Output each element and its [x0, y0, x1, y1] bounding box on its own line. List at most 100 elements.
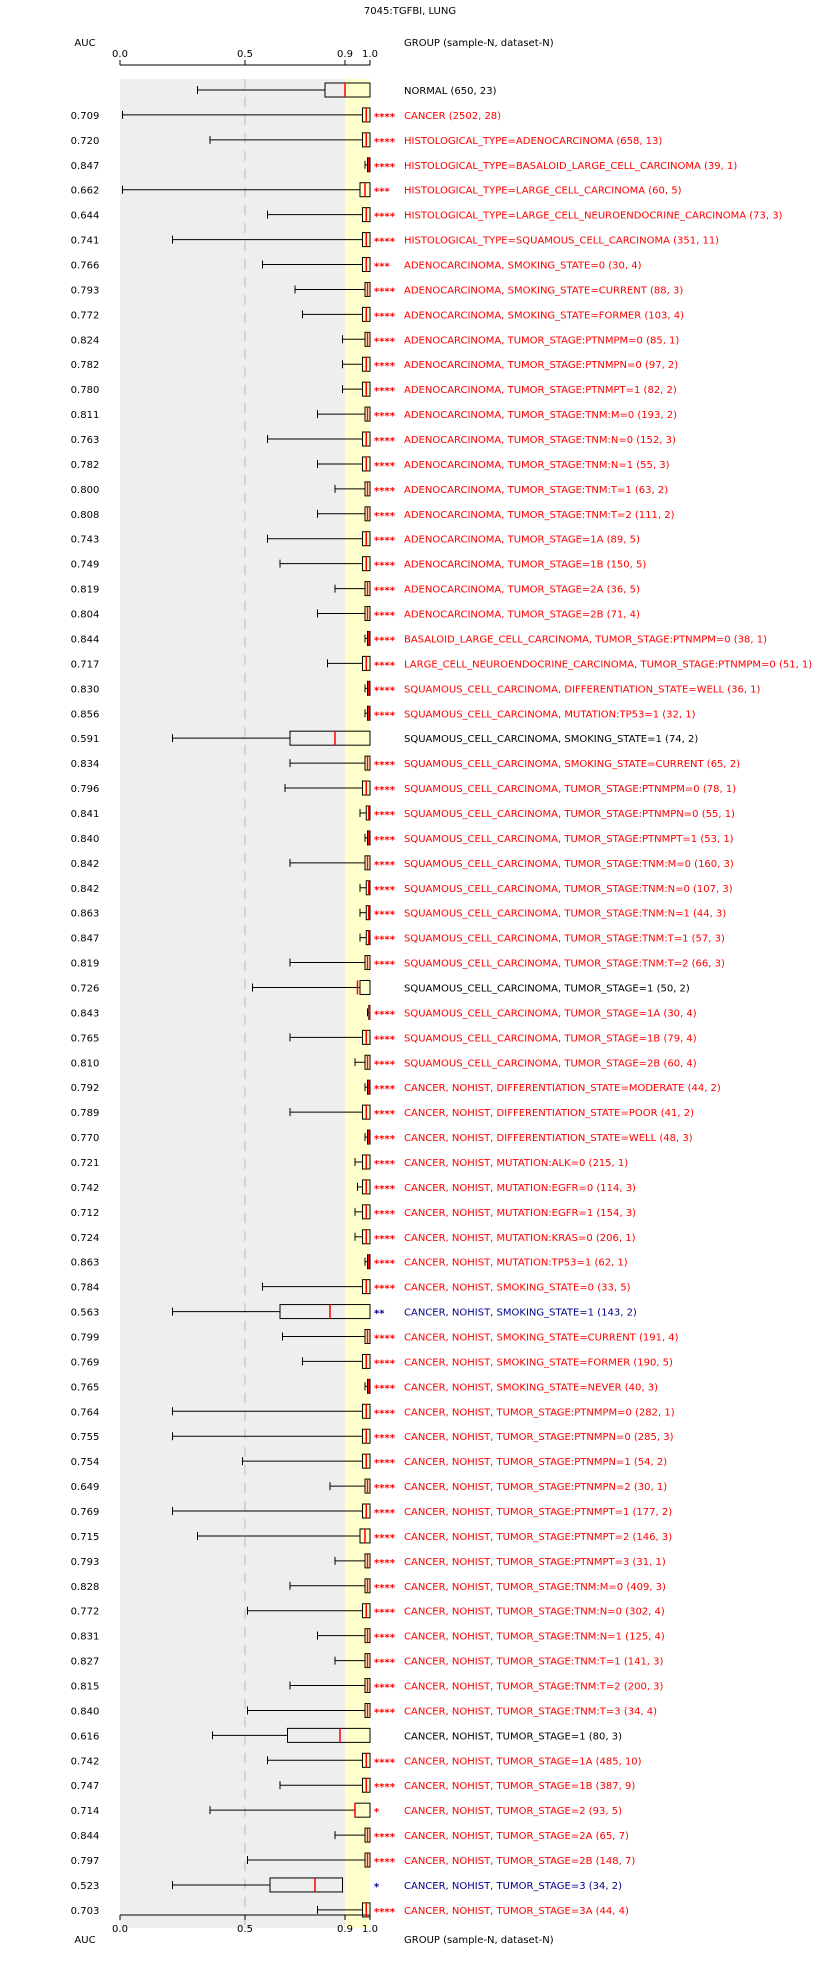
row-group: 0.754 **** CANCER, NOHIST, TUMOR_STAGE:PTN… — [71, 1453, 667, 1469]
row-group: 0.772 **** ADENOCARCINOMA, SMOKING_STATE=F… — [71, 306, 684, 322]
auc-value: 0.842 — [71, 859, 100, 870]
iqr-box — [324, 82, 371, 98]
significance-stars: **** — [374, 1109, 396, 1120]
auc-value: 0.703 — [71, 1906, 100, 1917]
significance-stars: **** — [374, 511, 396, 522]
row-group: 0.743 **** ADENOCARCINOMA, TUMOR_STAGE=1A … — [71, 531, 640, 547]
row-group: 0.764 **** CANCER, NOHIST, TUMOR_STAGE:PTN… — [71, 1403, 675, 1419]
auc-value: 0.840 — [71, 834, 100, 845]
auc-value: 0.793 — [71, 285, 100, 296]
group-label: CANCER, NOHIST, TUMOR_STAGE:PTNMPM=0 (28… — [404, 1407, 675, 1418]
chart-title: 7045:TGFBI, LUNG — [364, 6, 456, 17]
significance-stars: **** — [374, 286, 396, 297]
significance-stars: **** — [374, 785, 396, 796]
significance-stars: **** — [374, 1383, 396, 1394]
significance-stars: **** — [374, 1059, 396, 1070]
group-label: ADENOCARCINOMA, TUMOR_STAGE=2A (36, 5) — [404, 585, 640, 596]
row-group: 0.784 **** CANCER, NOHIST, SMOKING_STATE=0… — [71, 1279, 631, 1295]
auc-value: 0.811 — [71, 410, 100, 421]
auc-value: 0.772 — [71, 1607, 100, 1618]
group-label: SQUAMOUS_CELL_CARCINOMA, MUTATION:TP53=1… — [404, 709, 696, 720]
significance-stars: **** — [374, 1707, 396, 1718]
significance-stars: **** — [374, 1832, 396, 1843]
significance-stars: **** — [374, 1857, 396, 1868]
auc-value: 0.804 — [71, 610, 100, 621]
auc-value: 0.800 — [71, 485, 100, 496]
group-label: CANCER, NOHIST, DIFFERENTIATION_STATE=PO… — [404, 1108, 694, 1119]
auc-value: 0.808 — [71, 510, 100, 521]
auc-value: 0.792 — [71, 1083, 100, 1094]
group-label: BASALOID_LARGE_CELL_CARCINOMA, TUMOR_STA… — [404, 634, 767, 645]
auc-value: 0.863 — [71, 1258, 100, 1269]
auc-value: 0.766 — [71, 261, 100, 272]
significance-stars: **** — [374, 611, 396, 622]
row-group: 0.742 **** CANCER, NOHIST, MUTATION:EGFR=0… — [71, 1179, 636, 1195]
group-label: ADENOCARCINOMA, TUMOR_STAGE:TNM:T=2 (111… — [404, 510, 675, 521]
group-label: CANCER, NOHIST, TUMOR_STAGE:TNM:T=1 (141… — [404, 1657, 664, 1668]
group-label: CANCER, NOHIST, TUMOR_STAGE=1A (485, 10) — [404, 1756, 642, 1767]
auc-value: 0.844 — [71, 1831, 100, 1842]
auc-value: 0.743 — [71, 535, 100, 546]
auc-value: 0.782 — [71, 360, 100, 371]
auc-value: 0.763 — [71, 435, 100, 446]
significance-stars: **** — [374, 237, 396, 248]
row-group: 0.796 **** SQUAMOUS_CELL_CARCINOMA, TUMOR_… — [71, 780, 736, 796]
group-label: CANCER, NOHIST, TUMOR_STAGE:PTNMPT=2 (14… — [404, 1532, 672, 1543]
auc-value: 0.827 — [71, 1657, 100, 1668]
row-group: 0.840 **** SQUAMOUS_CELL_CARCINOMA, TUMOR_… — [71, 830, 734, 846]
row-group: 0.523 * CANCER, NOHIST, TUMOR_STAGE=3 (34,… — [71, 1877, 622, 1893]
row-group: 0.792 **** CANCER, NOHIST, DIFFERENTIATION… — [71, 1079, 721, 1095]
row-group: 0.714 * CANCER, NOHIST, TUMOR_STAGE=2 (93,… — [71, 1802, 622, 1818]
significance-stars: **** — [374, 112, 396, 123]
significance-stars: ** — [374, 1309, 385, 1320]
group-label: CANCER, NOHIST, SMOKING_STATE=NEVER (40,… — [404, 1382, 658, 1393]
significance-stars: **** — [374, 960, 396, 971]
significance-stars: **** — [374, 660, 396, 671]
significance-stars: **** — [374, 311, 396, 322]
auc-header-bottom: AUC — [74, 1935, 95, 1946]
row-group: 0.840 **** CANCER, NOHIST, TUMOR_STAGE:TNM… — [71, 1702, 657, 1718]
group-label: SQUAMOUS_CELL_CARCINOMA, SMOKING_STATE=C… — [404, 759, 740, 770]
row-group: 0.709 **** CANCER (2502, 28) — [71, 107, 501, 123]
significance-stars: **** — [374, 1259, 396, 1270]
row-group: 0.741 **** HISTOLOGICAL_TYPE=SQUAMOUS_CELL… — [71, 232, 719, 248]
row-group: 0.843 **** SQUAMOUS_CELL_CARCINOMA, TUMOR_… — [71, 1004, 697, 1020]
row-group: 0.616 CANCER, NOHIST, TUMOR_STAGE=1 (80, … — [71, 1727, 622, 1743]
group-label: SQUAMOUS_CELL_CARCINOMA, DIFFERENTIATION… — [404, 684, 761, 695]
row-group: 0.563 ** CANCER, NOHIST, SMOKING_STATE=1 (… — [71, 1304, 637, 1320]
auc-value: 0.840 — [71, 1706, 100, 1717]
auc-value: 0.841 — [71, 809, 100, 820]
significance-stars: **** — [374, 536, 396, 547]
row-group: 0.766 *** ADENOCARCINOMA, SMOKING_STATE=0 … — [71, 257, 642, 273]
significance-stars: **** — [374, 760, 396, 771]
significance-stars: **** — [374, 810, 396, 821]
group-label: CANCER, NOHIST, SMOKING_STATE=0 (33, 5) — [404, 1283, 631, 1294]
significance-stars: **** — [374, 461, 396, 472]
group-label: ADENOCARCINOMA, TUMOR_STAGE=2B (71, 4) — [404, 610, 640, 621]
auc-value: 0.754 — [71, 1457, 100, 1468]
auc-value: 0.780 — [71, 385, 100, 396]
group-label: CANCER, NOHIST, TUMOR_STAGE:PTNMPT=1 (17… — [404, 1507, 672, 1518]
significance-stars: **** — [374, 386, 396, 397]
significance-stars: **** — [374, 486, 396, 497]
group-label: CANCER, NOHIST, SMOKING_STATE=FORMER (19… — [404, 1357, 673, 1368]
group-label: ADENOCARCINOMA, SMOKING_STATE=0 (30, 4) — [404, 261, 642, 272]
significance-stars: **** — [374, 162, 396, 173]
group-label: ADENOCARCINOMA, TUMOR_STAGE:PTNMPT=1 (82… — [404, 385, 677, 396]
significance-stars: **** — [374, 1483, 396, 1494]
auc-value: 0.644 — [71, 211, 100, 222]
auc-value: 0.844 — [71, 634, 100, 645]
row-group: 0.824 **** ADENOCARCINOMA, TUMOR_STAGE:PTN… — [71, 331, 679, 347]
significance-stars: **** — [374, 411, 396, 422]
significance-stars: **** — [374, 1508, 396, 1519]
group-label: CANCER, NOHIST, SMOKING_STATE=1 (143, 2) — [404, 1308, 637, 1319]
group-label: CANCER, NOHIST, DIFFERENTIATION_STATE=WE… — [404, 1133, 693, 1144]
significance-stars: **** — [374, 1134, 396, 1145]
group-label: SQUAMOUS_CELL_CARCINOMA, TUMOR_STAGE:PTN… — [404, 784, 736, 795]
row-group: 0.749 **** ADENOCARCINOMA, TUMOR_STAGE=1B … — [71, 556, 646, 572]
row-group: 0.841 **** SQUAMOUS_CELL_CARCINOMA, TUMOR_… — [71, 805, 735, 821]
auc-value: 0.742 — [71, 1183, 100, 1194]
auc-value: 0.755 — [71, 1432, 100, 1443]
auc-value: 0.769 — [71, 1357, 100, 1368]
row-group: 0.847 **** HISTOLOGICAL_TYPE=BASALOID_LARG… — [71, 157, 737, 173]
